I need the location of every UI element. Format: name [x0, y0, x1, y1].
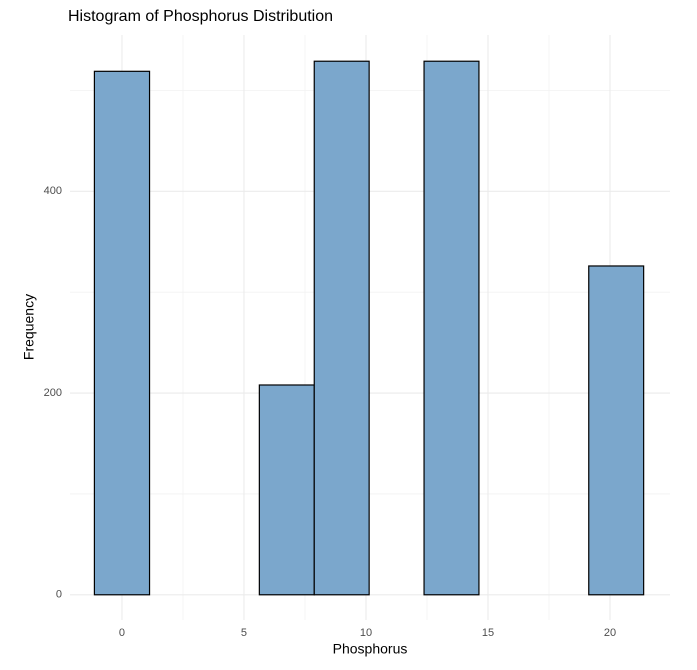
y-tick-label: 400 [44, 185, 62, 197]
x-tick-label: 20 [604, 627, 616, 639]
bar [588, 265, 645, 596]
x-axis-label: Phosphorus [333, 641, 408, 657]
x-tick-label: 0 [119, 627, 125, 639]
y-tick-label: 200 [44, 387, 62, 399]
x-tick-label: 5 [241, 627, 247, 639]
x-tick-label: 15 [482, 627, 494, 639]
y-tick-label: 0 [56, 589, 62, 601]
bar [93, 70, 151, 596]
chart-title: Histogram of Phosphorus Distribution [68, 8, 333, 25]
bar [258, 384, 315, 596]
bar [313, 60, 370, 596]
y-axis-label: Frequency [21, 294, 37, 360]
x-tick-label: 10 [360, 627, 372, 639]
bar [423, 60, 480, 596]
